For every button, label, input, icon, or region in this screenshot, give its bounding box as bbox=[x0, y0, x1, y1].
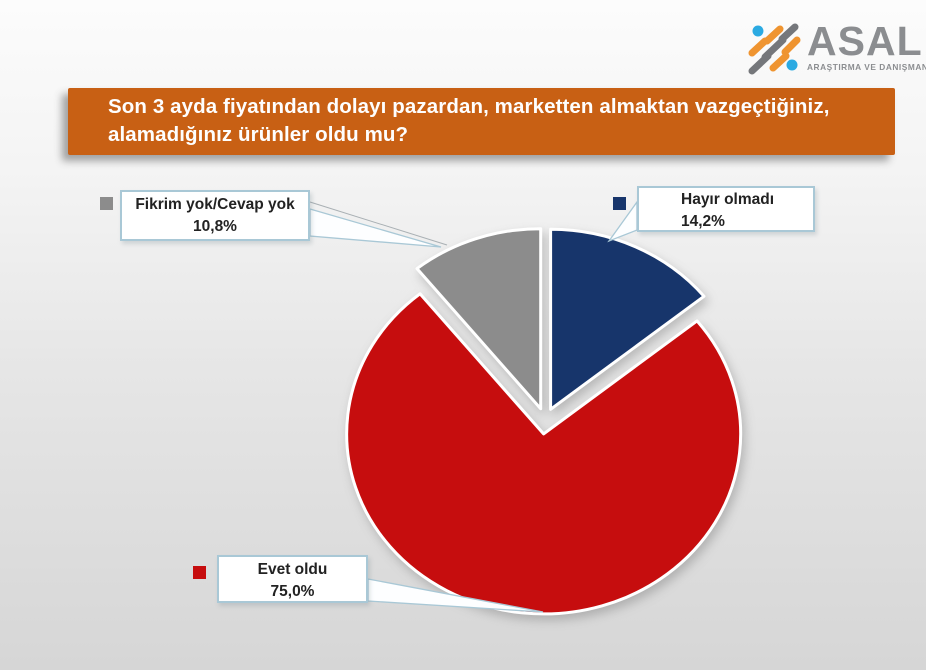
callout-label-fikrim: Fikrim yok/Cevap yok bbox=[135, 196, 295, 213]
callout-box-evet: Evet oldu 75,0% bbox=[217, 555, 368, 603]
brand-tagline: ARAŞTIRMA VE DANIŞMANLIK bbox=[807, 61, 926, 72]
legend-marker-fikrim bbox=[100, 197, 113, 210]
legend-marker-hayir bbox=[613, 197, 626, 210]
callout-pointer-evet bbox=[367, 578, 544, 613]
callout-label-evet: Evet oldu bbox=[257, 561, 328, 578]
question-banner: Son 3 ayda fiyatından dolayı pazardan, m… bbox=[68, 88, 895, 155]
pie-slice-hay-r-olmad- bbox=[549, 227, 706, 411]
callout-box-fikrim: Fikrim yok/Cevap yok 10,8% bbox=[120, 190, 310, 241]
legend-marker-evet bbox=[193, 566, 206, 579]
callout-box-hayir: Hayır olmadı 14,2% bbox=[637, 186, 815, 232]
pie-slice-evet-oldu bbox=[345, 292, 743, 616]
brand-name: ASAL bbox=[807, 18, 923, 64]
asal-logo: ASAL ARAŞTIRMA VE DANIŞMANLIK bbox=[746, 18, 926, 78]
callout-pointer-fikrim bbox=[309, 208, 442, 248]
question-line-2: alamadığınız ürünler oldu mu? bbox=[108, 123, 409, 146]
callout-value-evet: 75,0% bbox=[270, 583, 315, 600]
callout-value-fikrim: 10,8% bbox=[193, 218, 237, 235]
callout-label-hayir: Hayır olmadı bbox=[681, 191, 775, 208]
callout-value-hayir: 14,2% bbox=[681, 213, 725, 230]
question-line-1: Son 3 ayda fiyatından dolayı pazardan, m… bbox=[108, 95, 830, 118]
asal-logo-icon bbox=[748, 23, 801, 75]
pie-slice-fikrim-yok-cevap-yok bbox=[415, 227, 543, 411]
callout-line-fikrim bbox=[309, 201, 448, 246]
